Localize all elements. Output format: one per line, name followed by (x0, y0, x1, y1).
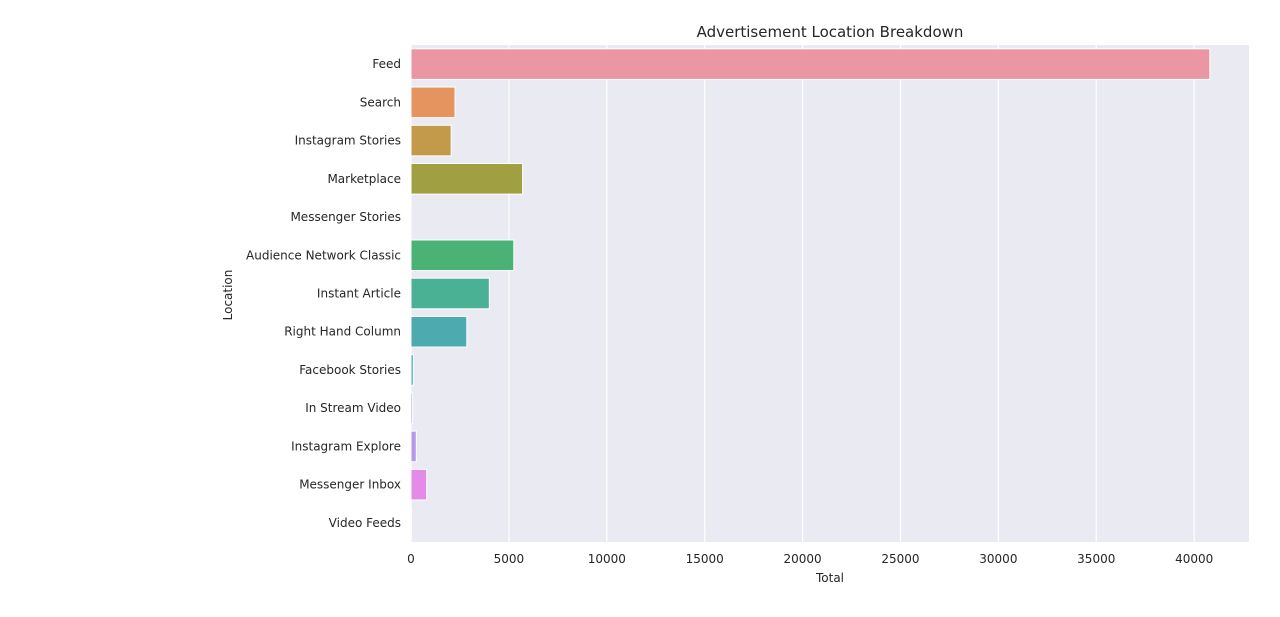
x-tick-labels: 0 5000 10000 15000 20000 25000 30000 35000 40000 (407, 552, 1213, 566)
y-tick-label: In Stream Video (305, 401, 401, 415)
y-tick-label: Instagram Stories (295, 134, 401, 148)
x-tick-label: 15000 (686, 552, 724, 566)
y-tick-label: Messenger Stories (290, 210, 401, 224)
bars (410, 48, 1211, 539)
y-tick-label: Instant Article (317, 287, 401, 301)
bar-facebook-stories (410, 354, 414, 386)
chart-title: Advertisement Location Breakdown (697, 23, 964, 41)
x-tick-label: 20000 (783, 552, 821, 566)
x-tick-label: 10000 (588, 552, 626, 566)
bar-instant-article (410, 277, 490, 310)
bar-audience-network-classic (410, 239, 515, 272)
x-axis-label: Total (815, 571, 844, 585)
bar-feed (410, 48, 1211, 80)
x-tick-label: 5000 (494, 552, 525, 566)
y-tick-labels: Feed Search Instagram Stories Marketplace Me… (246, 57, 401, 530)
x-tick-label: 30000 (979, 552, 1017, 566)
y-tick-label: Search (360, 95, 401, 109)
x-tick-label: 35000 (1077, 552, 1115, 566)
y-axis-label: Location (221, 270, 235, 321)
grid-lines (410, 45, 1195, 542)
y-tick-label: Video Feeds (329, 516, 401, 530)
x-tick-label: 40000 (1175, 552, 1213, 566)
bar-marketplace (410, 163, 524, 195)
x-tick-label: 0 (407, 552, 415, 566)
y-tick-label: Right Hand Column (284, 325, 401, 339)
y-tick-label: Messenger Inbox (299, 478, 401, 492)
y-tick-label: Facebook Stories (299, 363, 401, 377)
bar-search (410, 86, 456, 119)
bar-in-stream-video (410, 392, 414, 424)
bar-instagram-stories (410, 124, 452, 157)
y-tick-label: Instagram Explore (291, 439, 401, 453)
plot-area (411, 45, 1249, 542)
y-tick-label: Audience Network Classic (246, 248, 401, 262)
bar-messenger-inbox (410, 468, 428, 501)
y-tick-label: Marketplace (327, 172, 401, 186)
x-tick-label: 25000 (881, 552, 919, 566)
y-tick-label: Feed (372, 57, 401, 71)
bar-instagram-explore (410, 430, 417, 463)
bar-right-hand-column (410, 315, 468, 348)
